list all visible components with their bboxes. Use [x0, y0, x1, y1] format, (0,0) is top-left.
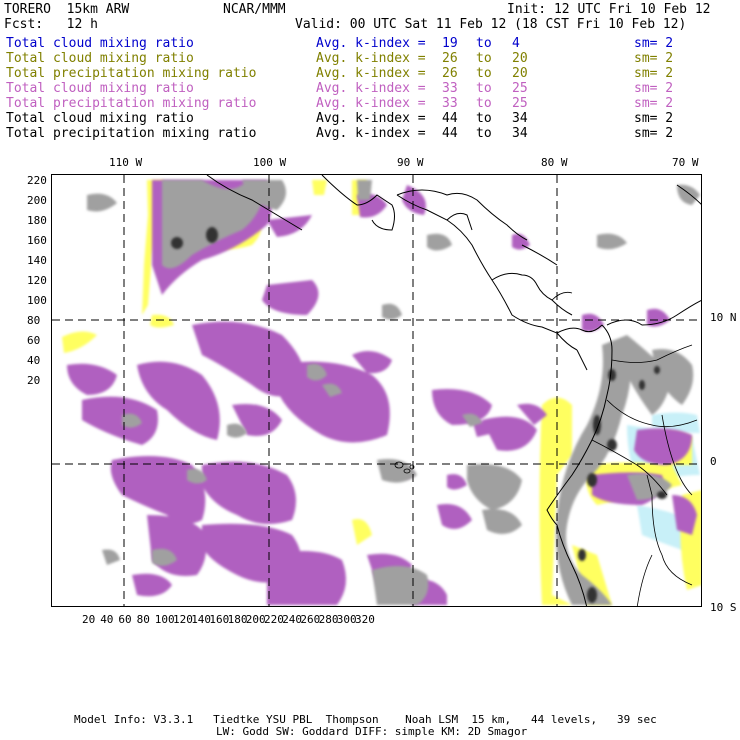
legend-to-word: to: [476, 111, 492, 126]
x-tick-label: 120: [173, 613, 193, 626]
legend-avg-label: Avg. k-index =: [316, 81, 426, 96]
galapagos-islands: [394, 461, 415, 474]
legend-to-word: to: [476, 81, 492, 96]
y-tick-label: 180: [27, 214, 47, 227]
forecast-hour: Fcst: 12 h: [4, 17, 98, 32]
legend-avg-label: Avg. k-index =: [316, 36, 426, 51]
legend-to-value: 25: [512, 96, 528, 111]
x-tick-label: 300: [336, 613, 357, 626]
legend-to-value: 20: [512, 51, 528, 66]
legend-smoothing: sm= 2: [634, 51, 674, 66]
y-tick-label: 120: [27, 274, 47, 287]
x-tick-label: 80: [136, 613, 150, 626]
legend-smoothing: sm= 2: [634, 81, 674, 96]
legend-smoothing: sm= 2: [634, 66, 674, 81]
legend-to-value: 20: [512, 66, 528, 81]
legend-field: Total cloud mixing ratio: [6, 111, 194, 126]
x-tick-label: 20: [82, 613, 96, 626]
top-lon-label: 110 W: [109, 156, 143, 169]
legend-from: 44: [442, 126, 458, 141]
legend-smoothing: sm= 2: [634, 126, 674, 141]
legend-to-word: to: [476, 36, 492, 51]
legend-to-word: to: [476, 51, 492, 66]
legend-to-word: to: [476, 126, 492, 141]
x-tick-label: 100: [154, 613, 175, 626]
x-tick-label: 200: [245, 613, 266, 626]
x-tick-label: 320: [355, 613, 375, 626]
model-info-line1: Model Info: V3.3.1 Tiedtke YSU PBL Thomp…: [74, 713, 657, 726]
model-info-line2: LW: Godd SW: Goddard DIFF: simple KM: 2D…: [216, 725, 528, 738]
coastlines: [206, 175, 701, 606]
legend-to-word: to: [476, 66, 492, 81]
gray-cloud-shading: [87, 180, 700, 605]
legend-field: Total cloud mixing ratio: [6, 51, 194, 66]
legend-from: 33: [442, 81, 458, 96]
legend-field: Total cloud mixing ratio: [6, 36, 194, 51]
legend-field: Total precipitation mixing ratio: [6, 126, 257, 141]
right-lat-label: 10 N: [710, 311, 737, 324]
y-tick-label: 200: [27, 194, 47, 207]
legend-field: Total precipitation mixing ratio: [6, 96, 257, 111]
y-tick-label: 140: [27, 254, 47, 267]
top-lon-label: 70 W: [672, 156, 699, 169]
x-tick-label: 220: [264, 613, 284, 626]
top-lon-label: 100 W: [253, 156, 287, 169]
x-tick-label: 140: [191, 613, 212, 626]
map-svg: [52, 175, 701, 606]
legend-from: 26: [442, 66, 458, 81]
legend-smoothing: sm= 2: [634, 111, 674, 126]
graticule: [52, 175, 701, 606]
legend-avg-label: Avg. k-index =: [316, 111, 426, 126]
legend-to-word: to: [476, 96, 492, 111]
x-tick-label: 280: [318, 613, 339, 626]
top-lon-label: 90 W: [397, 156, 424, 169]
y-tick-label: 40: [27, 354, 41, 367]
map-panel: [51, 174, 702, 607]
legend-to-value: 25: [512, 81, 528, 96]
legend-from: 26: [442, 51, 458, 66]
legend-field: Total precipitation mixing ratio: [6, 66, 257, 81]
legend-from: 44: [442, 111, 458, 126]
model-title: TORERO 15km ARW: [4, 2, 130, 17]
legend-avg-label: Avg. k-index =: [316, 126, 426, 141]
x-tick-label: 40: [100, 613, 114, 626]
x-tick-label: 60: [118, 613, 132, 626]
dark-cloud-cores: [171, 227, 667, 603]
legend-smoothing: sm= 2: [634, 96, 674, 111]
organization: NCAR/MMM: [223, 2, 286, 17]
y-tick-label: 20: [27, 374, 41, 387]
x-tick-label: 160: [209, 613, 230, 626]
legend-from: 19: [442, 36, 458, 51]
y-tick-label: 160: [27, 234, 47, 247]
legend-avg-label: Avg. k-index =: [316, 51, 426, 66]
x-tick-label: 180: [227, 613, 248, 626]
top-lon-label: 80 W: [541, 156, 568, 169]
legend-field: Total cloud mixing ratio: [6, 81, 194, 96]
y-tick-label: 100: [27, 294, 47, 307]
valid-time: Valid: 00 UTC Sat 11 Feb 12 (18 CST Fri …: [295, 17, 687, 32]
legend-avg-label: Avg. k-index =: [316, 96, 426, 111]
x-tick-label: 260: [300, 613, 321, 626]
y-tick-label: 220: [27, 174, 47, 187]
right-lat-label: 0: [710, 455, 717, 468]
legend-to-value: 34: [512, 126, 528, 141]
country-borders: [551, 291, 698, 606]
init-time: Init: 12 UTC Fri 10 Feb 12: [507, 2, 711, 17]
y-tick-label: 60: [27, 334, 41, 347]
right-lat-label: 10 S: [710, 601, 737, 614]
x-tick-label: 240: [282, 613, 303, 626]
legend-to-value: 34: [512, 111, 528, 126]
legend-to-value: 4: [512, 36, 520, 51]
legend-avg-label: Avg. k-index =: [316, 66, 426, 81]
legend-from: 33: [442, 96, 458, 111]
legend-smoothing: sm= 2: [634, 36, 674, 51]
y-tick-label: 80: [27, 314, 41, 327]
